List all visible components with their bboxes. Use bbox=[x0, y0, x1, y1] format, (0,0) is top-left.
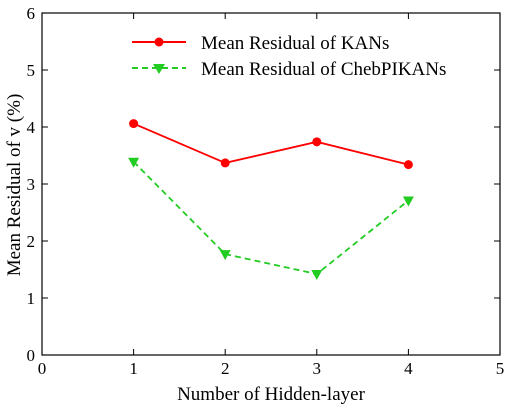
legend-label-chebpikans: Mean Residual of ChebPIKANs bbox=[201, 59, 446, 80]
y-axis-label: Mean Residual of v (%) bbox=[4, 94, 25, 277]
legend: Mean Residual of KANs Mean Residual of C… bbox=[132, 33, 446, 80]
data-point bbox=[402, 196, 414, 207]
data-point bbox=[129, 119, 139, 129]
y-tick-label: 5 bbox=[27, 61, 36, 80]
legend-marker-kans bbox=[154, 37, 164, 47]
series-line-1 bbox=[132, 161, 409, 276]
data-point bbox=[312, 137, 322, 147]
legend-label-kans: Mean Residual of KANs bbox=[201, 33, 389, 54]
x-tick-label: 3 bbox=[313, 359, 322, 378]
data-point bbox=[128, 157, 140, 168]
y-tick-label: 0 bbox=[27, 346, 36, 365]
x-tick-label: 2 bbox=[221, 359, 230, 378]
series-line-0 bbox=[133, 122, 409, 166]
y-tick-label: 6 bbox=[27, 4, 36, 23]
y-tick-label: 2 bbox=[27, 232, 36, 251]
legend-marker-chebpikans bbox=[153, 64, 165, 74]
y-tick-label: 1 bbox=[27, 289, 36, 308]
data-point bbox=[219, 250, 231, 261]
data-point bbox=[311, 270, 323, 281]
x-tick-label: 0 bbox=[38, 359, 47, 378]
data-point bbox=[403, 160, 413, 170]
x-tick-label: 5 bbox=[496, 359, 505, 378]
tick-labels: 0 1 2 3 4 5 0 1 2 3 4 5 6 bbox=[27, 4, 505, 378]
y-tick-label: 4 bbox=[27, 118, 36, 137]
series-layer bbox=[128, 119, 414, 281]
x-axis-label: Number of Hidden-layer bbox=[177, 384, 365, 405]
axis-ticks bbox=[41, 12, 501, 356]
x-tick-label: 1 bbox=[129, 359, 138, 378]
x-tick-label: 4 bbox=[404, 359, 413, 378]
data-point bbox=[220, 158, 230, 168]
y-tick-label: 3 bbox=[27, 175, 36, 194]
